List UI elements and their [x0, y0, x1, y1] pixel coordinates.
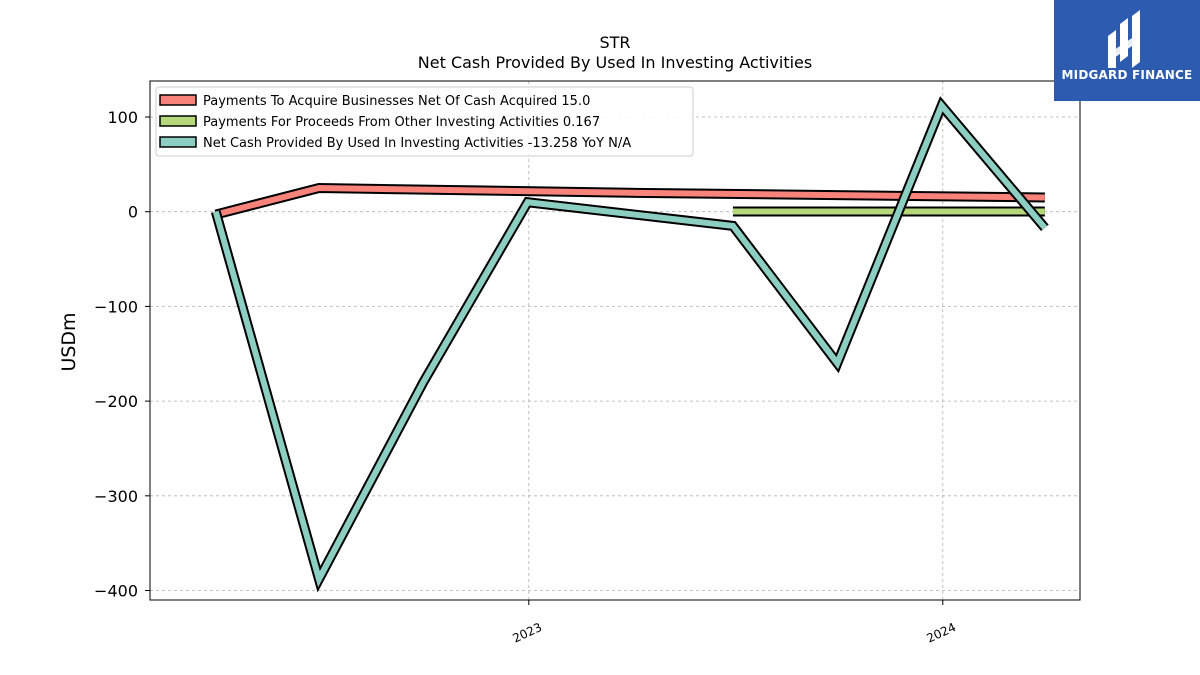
y-axis: 100 0 −100 −200 −300 −400	[94, 108, 150, 601]
x-tick-label: 2023	[510, 620, 544, 646]
legend-swatch	[159, 115, 197, 127]
legend-box	[155, 86, 694, 157]
legend-label: Payments To Acquire Businesses Net Of Ca…	[203, 94, 590, 109]
series-line	[212, 99, 1048, 588]
chart-title: STR	[599, 33, 630, 52]
y-axis-label: USDm	[58, 312, 80, 371]
x-tick-label: 2024	[924, 620, 958, 646]
series-line-3	[210, 96, 1049, 593]
midgard-logo-icon	[1108, 10, 1140, 68]
grid	[150, 81, 1080, 600]
y-tick-label: −100	[94, 297, 138, 316]
legend-swatch	[159, 136, 197, 148]
y-tick-label: 0	[128, 203, 138, 222]
legend-swatch	[159, 94, 197, 106]
y-tick-label: −200	[94, 392, 138, 411]
y-tick-label: 100	[107, 108, 138, 127]
plot-frame	[149, 80, 1081, 601]
legend: Payments To Acquire Businesses Net Of Ca…	[155, 86, 694, 157]
logo-text: MIDGARD FINANCE	[1061, 68, 1193, 82]
y-tick-label: −400	[94, 582, 138, 601]
series-line	[215, 185, 1045, 218]
x-axis: 2023 2024	[510, 600, 958, 646]
midgard-finance-logo: MIDGARD FINANCE	[1054, 0, 1200, 101]
y-tick-label: −300	[94, 487, 138, 506]
series-lines	[210, 96, 1049, 593]
legend-label: Net Cash Provided By Used In Investing A…	[203, 136, 631, 151]
series-outline	[210, 96, 1049, 593]
series-line-1	[214, 183, 1045, 220]
chart-subtitle: Net Cash Provided By Used In Investing A…	[418, 53, 812, 72]
legend-label: Payments For Proceeds From Other Investi…	[203, 115, 600, 130]
